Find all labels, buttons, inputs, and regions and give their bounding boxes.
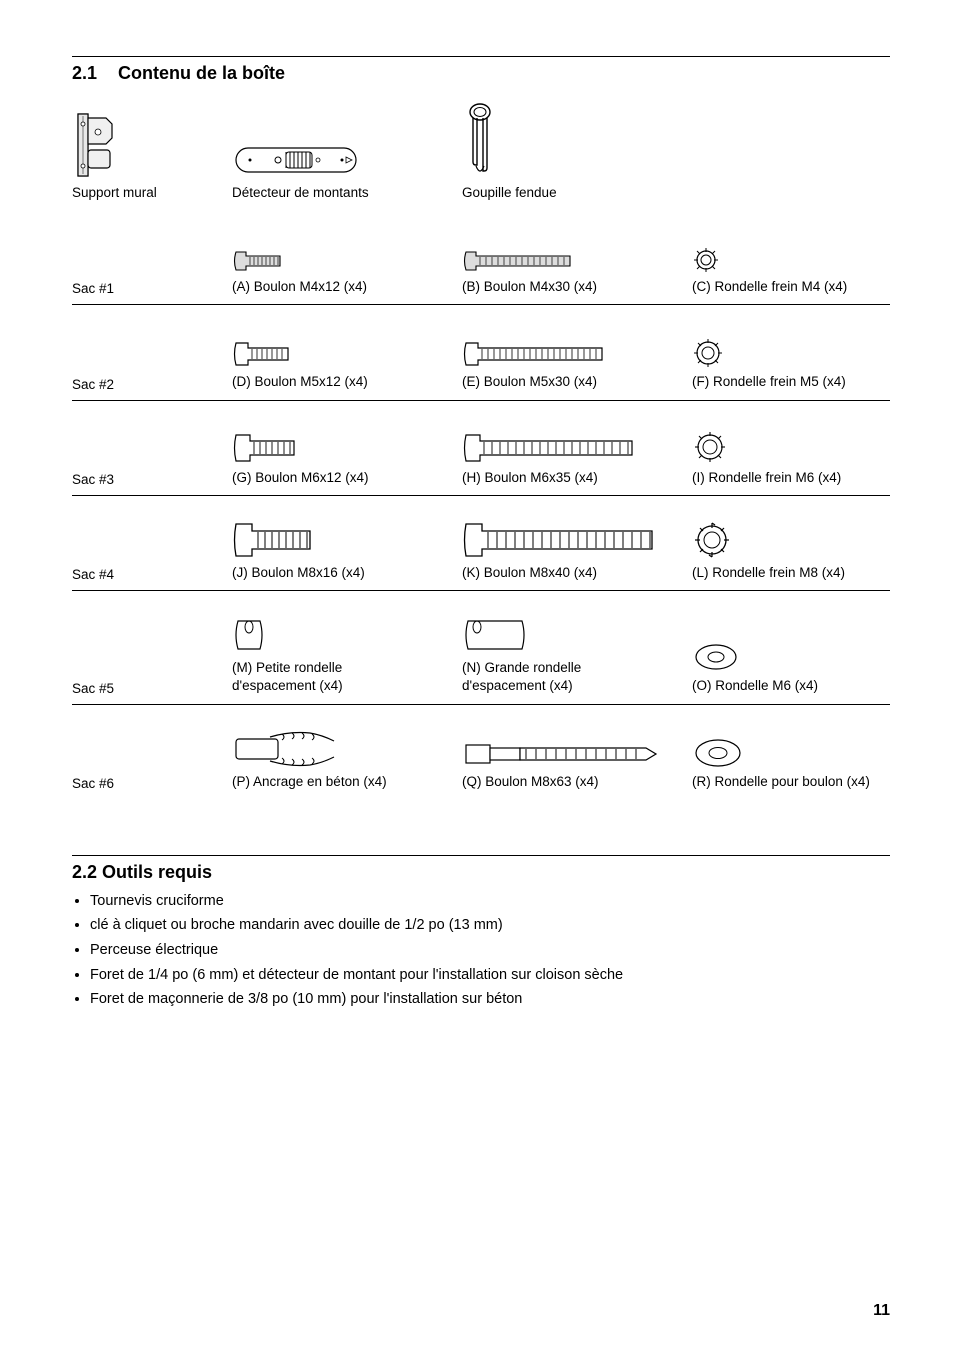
washer-m6-icon [692, 619, 882, 673]
small-spacer-icon [232, 601, 454, 655]
list-item: Perceuse électrique [90, 938, 890, 963]
item-label: (M) Petite rondelle [232, 659, 454, 677]
item-label: (O) Rondelle M6 (x4) [692, 677, 882, 695]
lock-washer-m8-icon [692, 506, 882, 560]
bolt-m8x40-icon [462, 506, 684, 560]
cotter-pin-label: Goupille fendue [462, 184, 684, 202]
item-label-line2: d'espacement (x4) [462, 677, 684, 695]
item-label-line2: d'espacement (x4) [232, 677, 454, 695]
page-number: 11 [873, 1302, 890, 1320]
contents-table: Support mural Détecteur de montant [72, 90, 890, 799]
bolt-washer-icon [692, 715, 882, 769]
section-rule [72, 855, 890, 856]
tools-list: Tournevis cruciforme clé à cliquet ou br… [90, 889, 890, 1012]
item-label: (K) Boulon M8x40 (x4) [462, 564, 684, 582]
stud-finder-icon [232, 100, 454, 180]
item-label: (I) Rondelle frein M6 (x4) [692, 469, 882, 487]
item-label: (G) Boulon M6x12 (x4) [232, 469, 454, 487]
bolt-m4x12-icon [232, 220, 454, 274]
bolt-m8x16-icon [232, 506, 454, 560]
wall-mount-label: Support mural [72, 184, 224, 202]
bolt-m8x63-icon [462, 715, 684, 769]
item-label: (J) Boulon M8x16 (x4) [232, 564, 454, 582]
row-label: Sac #5 [72, 681, 224, 696]
item-label: (N) Grande rondelle [462, 659, 684, 677]
item-label: (E) Boulon M5x30 (x4) [462, 373, 684, 391]
item-label: (Q) Boulon M8x63 (x4) [462, 773, 684, 791]
item-label: (R) Rondelle pour boulon (x4) [692, 773, 882, 791]
bolt-m6x12-icon [232, 411, 454, 465]
row-label: Sac #4 [72, 567, 224, 582]
section-rule [72, 56, 890, 57]
bolt-m5x12-icon [232, 315, 454, 369]
bolt-m6x35-icon [462, 411, 684, 465]
section-number: 2.1 [72, 63, 97, 83]
row-label: Sac #3 [72, 472, 224, 487]
section-title: Contenu de la boîte [118, 63, 285, 83]
large-spacer-icon [462, 601, 684, 655]
item-label: (F) Rondelle frein M5 (x4) [692, 373, 882, 391]
item-label: (H) Boulon M6x35 (x4) [462, 469, 684, 487]
cotter-pin-icon [462, 100, 684, 180]
lock-washer-m4-icon [692, 220, 882, 274]
item-label: (A) Boulon M4x12 (x4) [232, 278, 454, 296]
list-item: clé à cliquet ou broche mandarin avec do… [90, 913, 890, 938]
lock-washer-m6-icon [692, 411, 882, 465]
section-2-2-heading: 2.2 Outils requis [72, 862, 890, 883]
section-2-1-heading: 2.1 Contenu de la boîte [72, 63, 890, 84]
list-item: Tournevis cruciforme [90, 889, 890, 914]
bolt-m4x30-icon [462, 220, 684, 274]
item-label: (D) Boulon M5x12 (x4) [232, 373, 454, 391]
item-label: (C) Rondelle frein M4 (x4) [692, 278, 882, 296]
list-item: Foret de 1/4 po (6 mm) et détecteur de m… [90, 963, 890, 988]
list-item: Foret de maçonnerie de 3/8 po (10 mm) po… [90, 987, 890, 1012]
stud-finder-label: Détecteur de montants [232, 184, 454, 202]
wall-mount-icon [72, 100, 224, 180]
concrete-anchor-icon [232, 715, 454, 769]
bolt-m5x30-icon [462, 315, 684, 369]
lock-washer-m5-icon [692, 315, 882, 369]
row-label: Sac #1 [72, 281, 224, 296]
row-label: Sac #6 [72, 776, 224, 791]
row-label: Sac #2 [72, 377, 224, 392]
item-label: (B) Boulon M4x30 (x4) [462, 278, 684, 296]
item-label: (L) Rondelle frein M8 (x4) [692, 564, 882, 582]
item-label: (P) Ancrage en béton (x4) [232, 773, 454, 791]
